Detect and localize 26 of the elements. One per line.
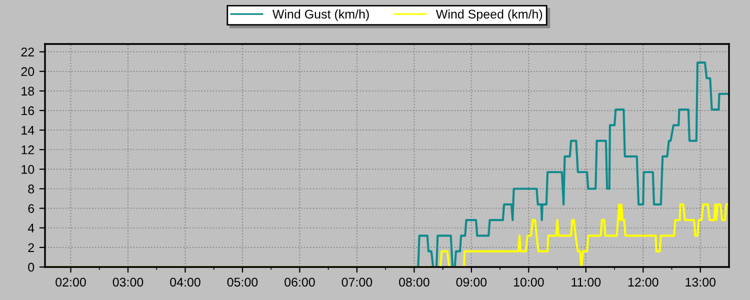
y-tick-label: 10 <box>22 164 34 174</box>
x-tick-label: 10:00 <box>514 278 544 287</box>
x-tick-label: 11:00 <box>572 278 601 287</box>
x-tick-label: 02:00 <box>56 278 86 287</box>
x-tick-label: 12:00 <box>628 278 658 287</box>
y-tick-label: 8 <box>28 184 34 194</box>
x-tick-label: 03:00 <box>112 278 144 287</box>
legend-label: Wind Speed (km/h) <box>436 9 542 22</box>
x-tick-label: 05:00 <box>227 278 258 287</box>
x-tick-label: 08:00 <box>399 278 430 287</box>
y-tick-label: 18 <box>22 86 34 96</box>
x-tick-label: 13:00 <box>686 278 716 287</box>
y-tick-label: 6 <box>28 204 34 213</box>
y-tick-label: 12 <box>22 145 34 154</box>
legend-label: Wind Gust (km/h) <box>272 9 369 22</box>
y-tick-label: 16 <box>22 106 34 116</box>
y-tick-label: 0 <box>28 262 34 272</box>
y-tick-label: 2 <box>28 243 34 252</box>
y-tick-label: 14 <box>22 126 34 135</box>
x-tick-label: 04:00 <box>170 278 200 287</box>
y-tick-label: 20 <box>21 67 34 76</box>
y-tick-label: 22 <box>21 48 34 56</box>
x-tick-label: 06:00 <box>284 278 315 287</box>
x-tick-label: 09:00 <box>456 278 487 287</box>
y-tick-label: 4 <box>28 224 34 232</box>
x-tick-label: 07:00 <box>342 278 372 287</box>
